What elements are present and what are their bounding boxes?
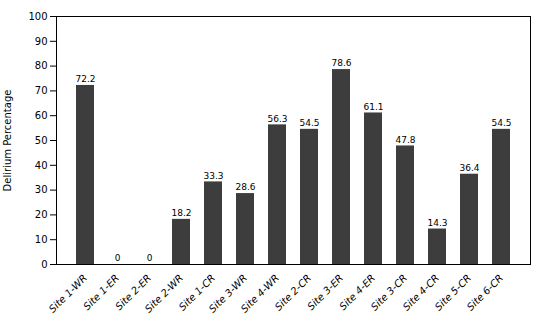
- svg-text:Site 3-CR: Site 3-CR: [368, 272, 410, 313]
- svg-text:Site 4-ER: Site 4-ER: [337, 272, 378, 313]
- svg-text:Site 2-WR: Site 2-WR: [142, 272, 186, 315]
- svg-text:61.1: 61.1: [363, 102, 383, 112]
- svg-text:78.6: 78.6: [331, 58, 351, 68]
- svg-text:90: 90: [35, 36, 48, 47]
- svg-text:20: 20: [35, 209, 48, 220]
- svg-text:100: 100: [28, 11, 47, 22]
- svg-text:Site 4-CR: Site 4-CR: [400, 272, 442, 313]
- svg-text:18.2: 18.2: [171, 208, 191, 218]
- svg-text:28.6: 28.6: [235, 182, 255, 192]
- svg-text:Site 1-CR: Site 1-CR: [176, 272, 218, 313]
- svg-text:Site 2-CR: Site 2-CR: [272, 272, 314, 313]
- svg-text:Site 6-CR: Site 6-CR: [465, 272, 506, 313]
- svg-text:54.5: 54.5: [299, 118, 319, 128]
- svg-text:72.2: 72.2: [75, 74, 95, 84]
- svg-text:0: 0: [147, 253, 153, 263]
- svg-text:Delirium Percentage: Delirium Percentage: [2, 90, 13, 192]
- svg-text:0: 0: [41, 259, 47, 270]
- svg-text:Site 3-ER: Site 3-ER: [305, 272, 346, 313]
- svg-text:33.3: 33.3: [203, 171, 223, 181]
- svg-text:80: 80: [35, 60, 48, 71]
- svg-text:47.8: 47.8: [395, 135, 415, 145]
- svg-text:Site 5-CR: Site 5-CR: [432, 272, 474, 313]
- svg-text:Site 3-WR: Site 3-WR: [206, 272, 250, 315]
- svg-text:50: 50: [35, 135, 48, 146]
- svg-text:70: 70: [35, 85, 48, 96]
- svg-text:40: 40: [35, 160, 48, 171]
- svg-text:14.3: 14.3: [427, 218, 447, 228]
- svg-text:10: 10: [35, 234, 48, 245]
- svg-text:Site 1-WR: Site 1-WR: [47, 272, 89, 314]
- svg-text:60: 60: [35, 110, 48, 121]
- svg-text:Site 4-WR: Site 4-WR: [238, 272, 282, 315]
- svg-text:0: 0: [115, 253, 121, 263]
- svg-text:Site 2-ER: Site 2-ER: [113, 272, 154, 313]
- svg-text:30: 30: [35, 184, 48, 195]
- svg-text:54.5: 54.5: [491, 118, 511, 128]
- svg-text:36.4: 36.4: [459, 163, 479, 173]
- svg-text:Site 1-ER: Site 1-ER: [81, 272, 122, 313]
- svg-text:56.3: 56.3: [267, 114, 287, 124]
